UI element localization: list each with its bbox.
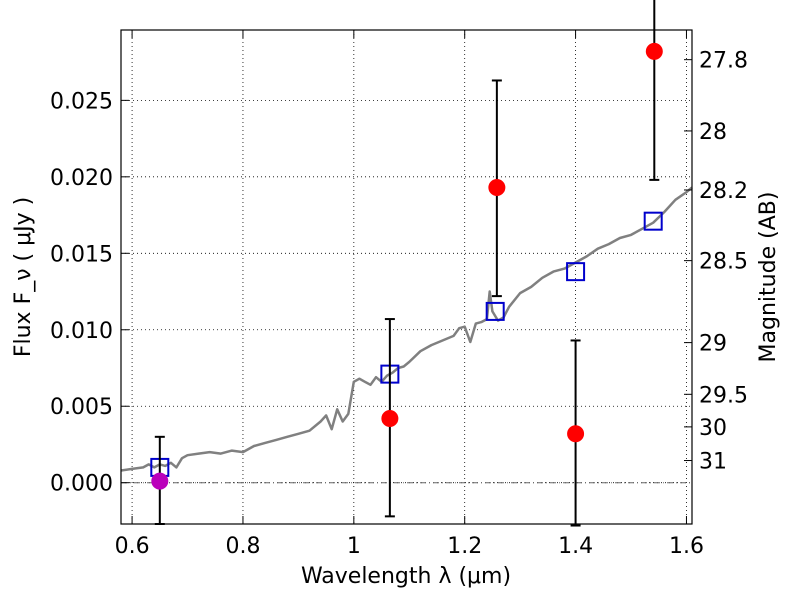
y-tick-label: 0.005: [50, 395, 113, 420]
x-tick-label: 1.2: [447, 534, 482, 559]
observed-flux-point: [381, 409, 399, 427]
y-axis-title: Flux F_ν ( μJy ): [11, 197, 36, 357]
y2-tick-label: 31: [699, 450, 727, 475]
observed-flux-point: [567, 425, 585, 443]
observed-flux-point-magenta: [151, 472, 169, 490]
y2-tick-label: 29.5: [699, 383, 748, 408]
y-tick-label: 0.000: [50, 472, 113, 497]
model-spectrum-line: [120, 186, 693, 472]
y-tick-label: 0.020: [50, 166, 113, 191]
y2-tick-label: 27.8: [699, 49, 748, 74]
y-tick-label: 0.010: [50, 319, 113, 344]
observed-flux-point: [645, 42, 663, 60]
x-tick-label: 1.4: [558, 534, 593, 559]
y2-axis-title: Magnitude (AB): [756, 192, 781, 363]
y2-tick-label: 28.5: [699, 250, 748, 275]
y2-tick-label: 30: [699, 416, 727, 441]
x-tick-label: 0.6: [115, 534, 150, 559]
x-axis-title: Wavelength λ (μm): [301, 564, 511, 589]
ticks: 0.6 0.8 1 1.2 1.4 1.6 0.000 0.005 0.010 0.015 0.02…: [50, 30, 748, 559]
x-tick-label: 1.6: [669, 534, 704, 559]
y2-tick-label: 28: [699, 120, 727, 145]
y-tick-label: 0.025: [50, 89, 113, 114]
plot-frame: [120, 29, 693, 525]
y2-tick-label: 29: [699, 332, 727, 357]
model-photometry-square: [643, 211, 663, 231]
model-photometry-square: [566, 262, 586, 282]
y-tick-label: 0.015: [50, 242, 113, 267]
plot-background: [121, 30, 692, 524]
x-tick-label: 1: [347, 534, 361, 559]
data-points-layer: [150, 0, 663, 527]
y2-tick-label: 28.2: [699, 179, 748, 204]
model-spectrum-layer: [120, 186, 693, 472]
x-tick-label: 0.8: [225, 534, 260, 559]
model-photometry-square: [485, 301, 505, 321]
observed-flux-point: [488, 179, 506, 197]
